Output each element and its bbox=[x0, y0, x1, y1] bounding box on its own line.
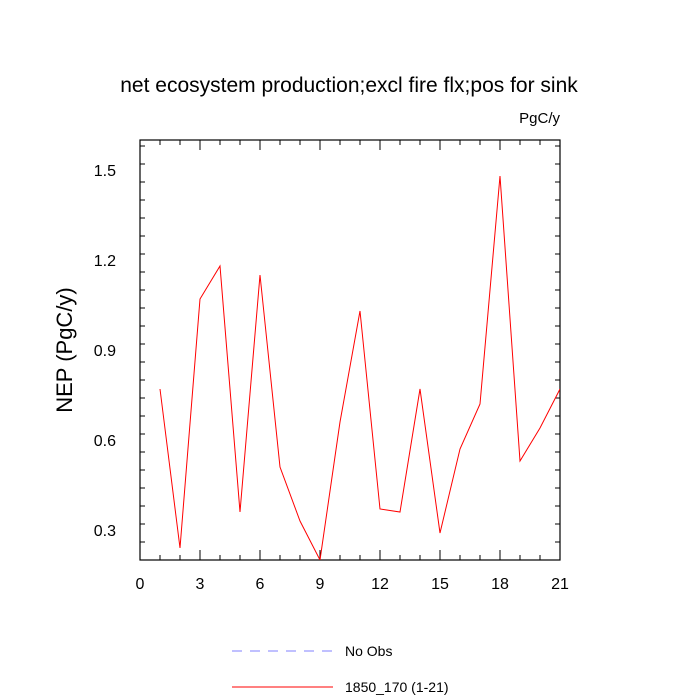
x-tick-label: 9 bbox=[316, 576, 325, 593]
y-tick-label: 0.3 bbox=[94, 523, 116, 540]
x-tick-label: 0 bbox=[136, 576, 145, 593]
y-axis-label: NEP (PgC/y) bbox=[52, 287, 77, 413]
y-tick-label: 0.9 bbox=[94, 343, 116, 360]
y-tick-label: 0.6 bbox=[94, 433, 116, 450]
x-tick-label: 12 bbox=[371, 576, 389, 593]
x-tick-label: 3 bbox=[196, 576, 205, 593]
legend: No Obs 1850_170 (1-21) bbox=[232, 643, 449, 695]
chart-title: net ecosystem production;excl fire flx;p… bbox=[120, 74, 578, 97]
axes: 0 3 6 9 12 15 18 21 0.3 0.6 0.9 1.2 1.5 bbox=[94, 139, 569, 593]
series-group bbox=[159, 175, 560, 560]
y-tick-label: 1.5 bbox=[94, 163, 116, 180]
x-tick-label: 18 bbox=[491, 576, 509, 593]
legend-label: No Obs bbox=[345, 643, 392, 659]
x-tick-label: 15 bbox=[431, 576, 449, 593]
plot-frame bbox=[139, 139, 561, 561]
units-label: PgC/y bbox=[519, 110, 560, 127]
legend-label: 1850_170 (1-21) bbox=[345, 679, 449, 695]
series-line bbox=[159, 175, 560, 560]
x-tick-label: 21 bbox=[551, 576, 569, 593]
x-tick-label: 6 bbox=[256, 576, 265, 593]
y-tick-label: 1.2 bbox=[94, 253, 116, 270]
